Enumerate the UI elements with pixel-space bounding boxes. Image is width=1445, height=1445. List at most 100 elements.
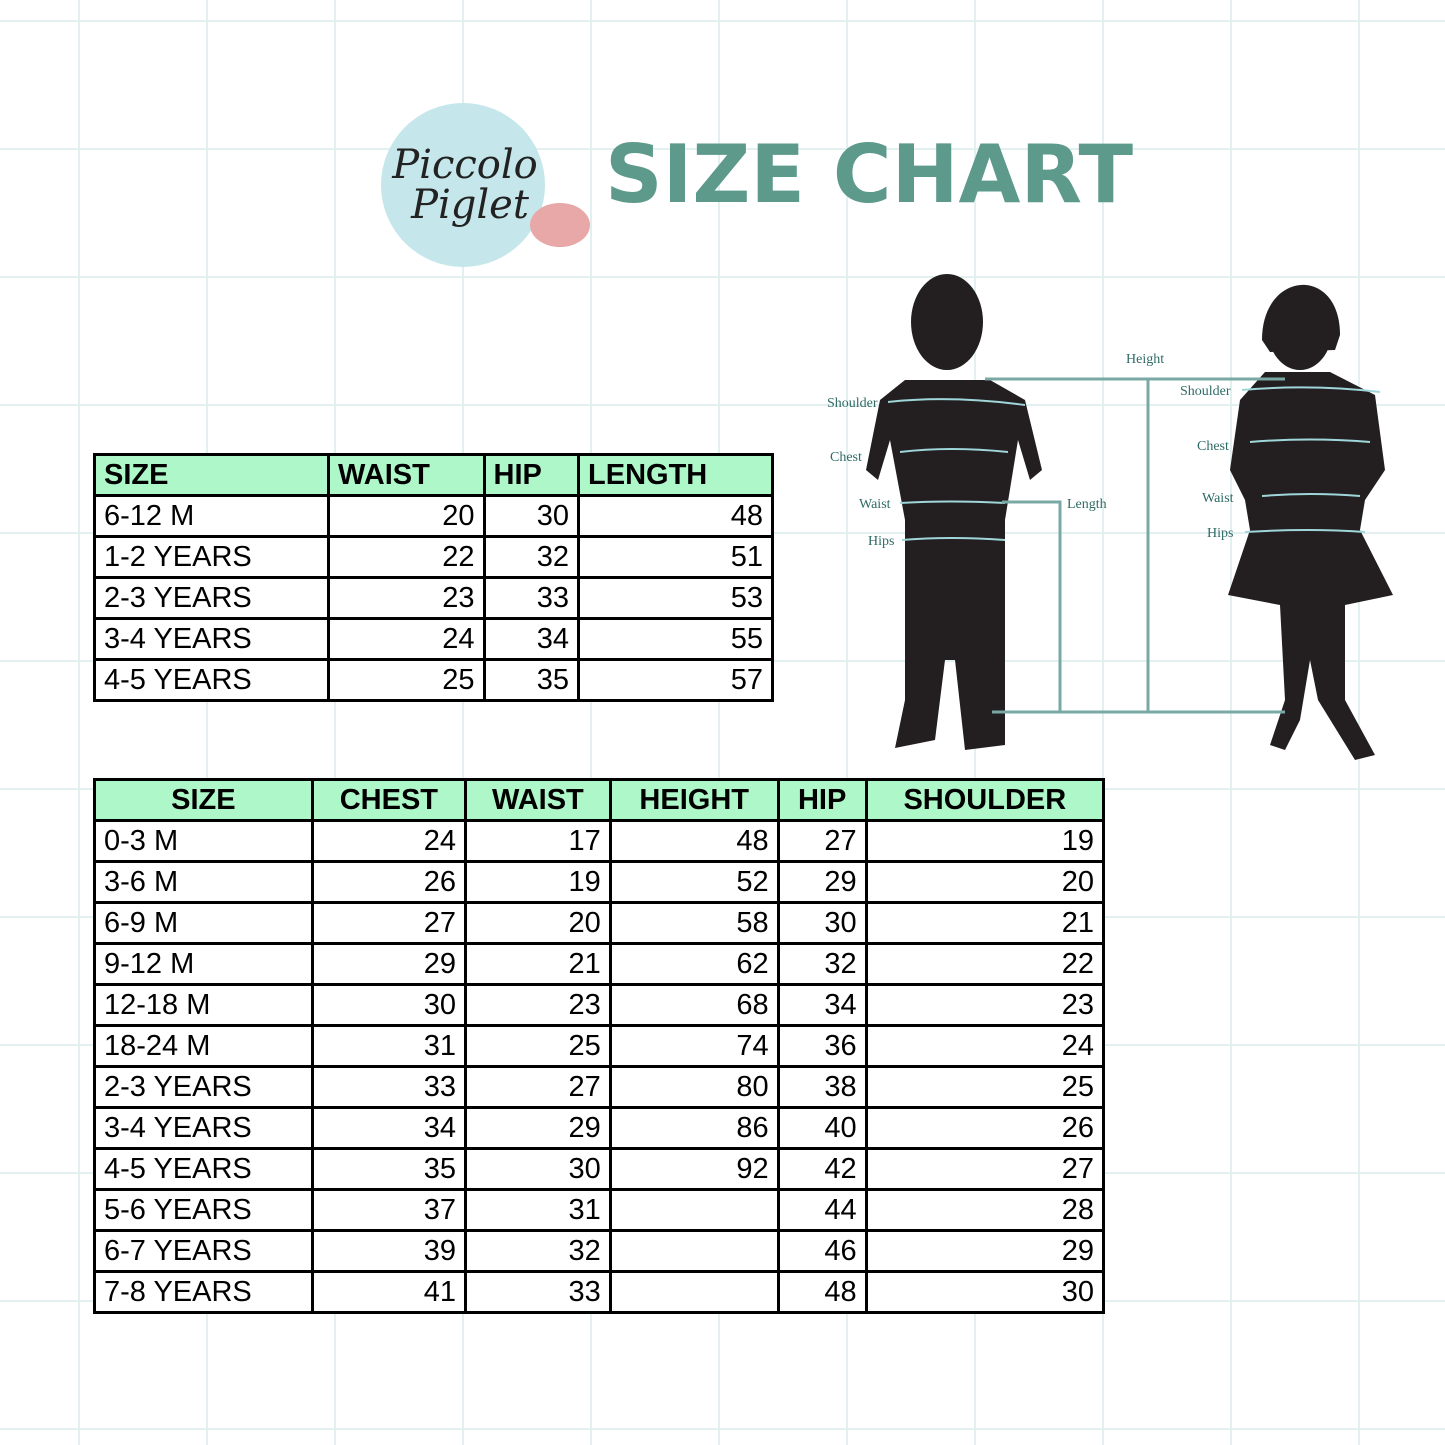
size-cell: 3-6 M [93, 860, 314, 904]
value-cell: 25 [864, 1065, 1106, 1109]
value-cell: 58 [608, 901, 780, 945]
value-cell: 29 [463, 1106, 612, 1150]
value-cell: 35 [310, 1147, 467, 1191]
value-cell: 30 [776, 901, 868, 945]
value-cell: 51 [577, 535, 774, 579]
header-cell: WAIST [327, 453, 486, 497]
header-row: SIZE CHEST WAIST HEIGHT HIP SHOULDER [93, 778, 1106, 822]
value-cell: 30 [463, 1147, 612, 1191]
value-cell: 44 [776, 1188, 868, 1232]
value-cell: 29 [776, 860, 868, 904]
table-row: 4-5 YEARS 25 35 57 [93, 658, 774, 702]
value-cell: 32 [482, 535, 581, 579]
value-cell: 22 [864, 942, 1106, 986]
value-cell: 24 [864, 1024, 1106, 1068]
table-row: 2-3 YEARS 23 33 53 [93, 576, 774, 620]
artwork: Piccolo Piglet SIZE CHART Height Length … [381, 103, 1393, 760]
table-row: 9-12 M 29 21 62 32 22 [93, 942, 1106, 986]
size-cell: 4-5 YEARS [93, 658, 330, 702]
value-cell: 34 [482, 617, 581, 661]
value-cell: 32 [463, 1229, 612, 1273]
table-row: 6-7 YEARS 39 32 46 29 [93, 1229, 1106, 1273]
size-cell: 6-9 M [93, 901, 314, 945]
boy-label: Waist [859, 497, 891, 512]
value-cell: 80 [608, 1065, 780, 1109]
girl-label: Waist [1202, 491, 1234, 506]
value-cell: 35 [482, 658, 581, 702]
value-cell: 26 [864, 1106, 1106, 1150]
value-cell: 27 [310, 901, 467, 945]
header-cell: HEIGHT [608, 778, 780, 822]
value-cell: 30 [310, 983, 467, 1027]
header-cell: SIZE [93, 778, 314, 822]
value-cell: 36 [776, 1024, 868, 1068]
value-cell: 92 [608, 1147, 780, 1191]
size-cell: 0-3 M [93, 819, 314, 863]
value-cell: 62 [608, 942, 780, 986]
size-cell: 7-8 YEARS [93, 1270, 314, 1314]
size-cell: 18-24 M [93, 1024, 314, 1068]
table-row: 2-3 YEARS 33 27 80 38 25 [93, 1065, 1106, 1109]
value-cell: 22 [327, 535, 486, 579]
value-cell: 29 [864, 1229, 1106, 1273]
value-cell: 21 [864, 901, 1106, 945]
table-row: 0-3 M 24 17 48 27 19 [93, 819, 1106, 863]
height-label: Height [1126, 352, 1164, 367]
value-cell: 17 [463, 819, 612, 863]
value-cell: 57 [577, 658, 774, 702]
value-cell: 25 [463, 1024, 612, 1068]
header-cell: SIZE [93, 453, 330, 497]
boy-label: Shoulder [827, 396, 878, 411]
value-cell: 27 [463, 1065, 612, 1109]
value-cell: 23 [463, 983, 612, 1027]
size-cell: 9-12 M [93, 942, 314, 986]
value-cell: 30 [482, 494, 581, 538]
table-row: 3-6 M 26 19 52 29 20 [93, 860, 1106, 904]
value-cell: 31 [310, 1024, 467, 1068]
value-cell: 52 [608, 860, 780, 904]
value-cell: 33 [463, 1270, 612, 1314]
header-cell: LENGTH [577, 453, 774, 497]
value-cell: 86 [608, 1106, 780, 1150]
length-label: Length [1067, 497, 1107, 512]
size-cell: 6-7 YEARS [93, 1229, 314, 1273]
size-cell: 2-3 YEARS [93, 1065, 314, 1109]
table-row: 12-18 M 30 23 68 34 23 [93, 983, 1106, 1027]
header-cell: WAIST [463, 778, 612, 822]
value-cell: 46 [776, 1229, 868, 1273]
size-cell: 5-6 YEARS [93, 1188, 314, 1232]
size-cell: 4-5 YEARS [93, 1147, 314, 1191]
size-table: SIZE WAIST HIP LENGTH 6-12 M 20 30 48 1-2 YEARS 2… [93, 453, 774, 702]
value-cell: 55 [577, 617, 774, 661]
value-cell: 33 [482, 576, 581, 620]
value-cell: 28 [864, 1188, 1106, 1232]
value-cell: 38 [776, 1065, 868, 1109]
title: SIZE CHART [605, 128, 1133, 221]
body-lines [887, 386, 1381, 541]
boy-silhouette [866, 274, 1042, 750]
value-cell: 37 [310, 1188, 467, 1232]
table-row: 4-5 YEARS 35 30 92 42 27 [93, 1147, 1106, 1191]
value-cell: 74 [608, 1024, 780, 1068]
value-cell: 48 [577, 494, 774, 538]
table-row: 3-4 YEARS 34 29 86 40 26 [93, 1106, 1106, 1150]
header-cell: SHOULDER [864, 778, 1106, 822]
value-cell: 39 [310, 1229, 467, 1273]
girl-label: Shoulder [1180, 384, 1231, 399]
header-cell: CHEST [310, 778, 467, 822]
table-row: 18-24 M 31 25 74 36 24 [93, 1024, 1106, 1068]
value-cell: 27 [864, 1147, 1106, 1191]
value-cell: 40 [776, 1106, 868, 1150]
value-cell: 41 [310, 1270, 467, 1314]
value-cell: 42 [776, 1147, 868, 1191]
value-cell: 23 [327, 576, 486, 620]
value-cell: 26 [310, 860, 467, 904]
value-cell: 21 [463, 942, 612, 986]
boy-label: Chest [830, 450, 862, 465]
value-cell: 32 [776, 942, 868, 986]
value-cell [608, 1270, 780, 1314]
value-cell: 20 [463, 901, 612, 945]
value-cell [608, 1188, 780, 1232]
value-cell: 31 [463, 1188, 612, 1232]
